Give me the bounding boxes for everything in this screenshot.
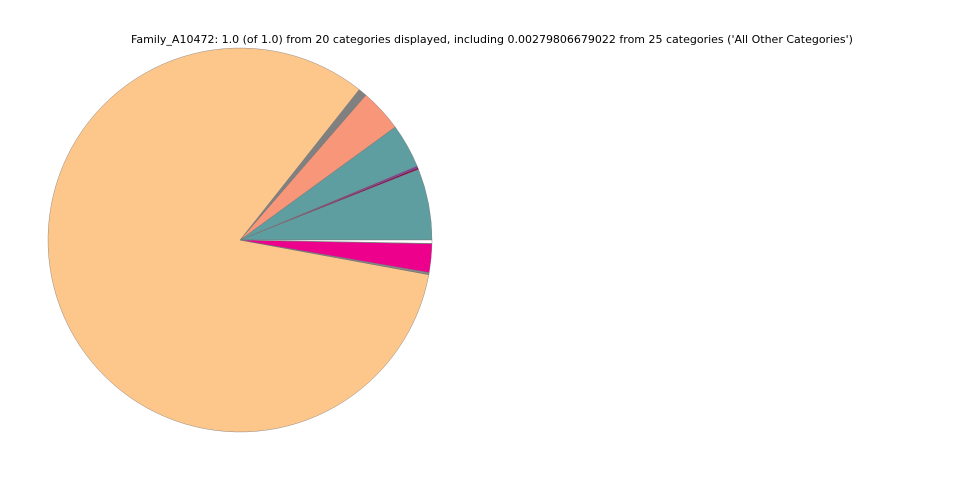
pie-slice [47, 47, 430, 433]
chart-title: Family_A10472: 1.0 (of 1.0) from 20 cate… [131, 33, 853, 46]
pie-slice [239, 239, 433, 244]
